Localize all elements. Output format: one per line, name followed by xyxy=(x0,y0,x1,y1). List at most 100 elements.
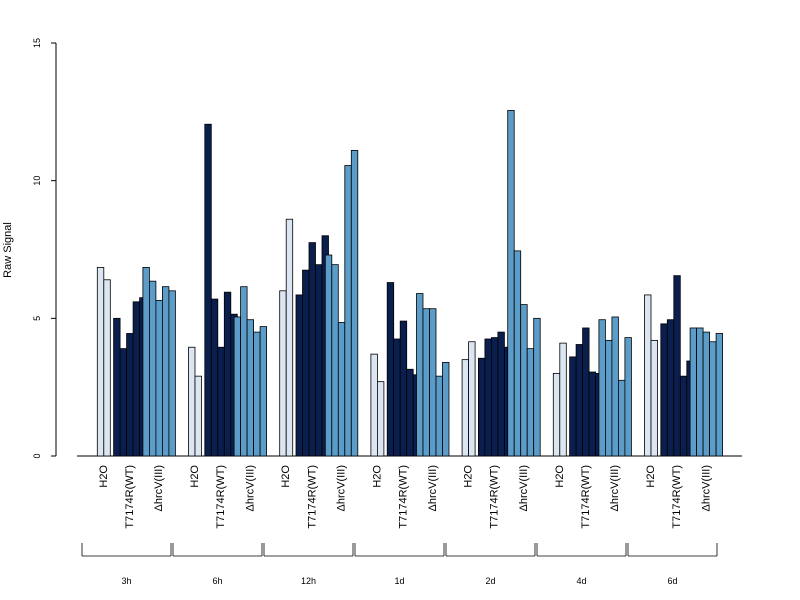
condition-label: ΔhrcV(III) xyxy=(336,465,348,511)
bar-12h-wt-3 xyxy=(308,242,316,457)
bar-12h-hrcv-3 xyxy=(337,322,346,457)
group-label: 6h xyxy=(212,576,222,586)
bar-2d-wt-3 xyxy=(490,337,499,457)
bar-1d-h2o-1 xyxy=(370,353,378,457)
condition-label: ΔhrcV(III) xyxy=(153,465,165,511)
bar-6d-h2o-1 xyxy=(644,294,652,457)
bar-1d-wt-4 xyxy=(406,368,414,457)
condition-label: ΔhrcV(III) xyxy=(244,465,256,511)
bar-4d-wt-2 xyxy=(575,344,583,457)
y-tick-label: 10 xyxy=(32,176,42,186)
condition-label: H2O xyxy=(463,465,475,488)
bar-6h-wt-2 xyxy=(210,298,219,457)
condition-label: ΔhrcV(III) xyxy=(518,465,530,511)
bar-2d-hrcv-4 xyxy=(526,348,535,457)
condition-label: T7174R(WT) xyxy=(215,465,227,529)
condition-label: T7174R(WT) xyxy=(306,465,318,529)
bar-3h-h2o-1 xyxy=(96,266,105,457)
condition-label: T7174R(WT) xyxy=(489,465,501,529)
bar-1d-hrcv-5 xyxy=(442,361,450,457)
bar-6h-h2o-1 xyxy=(188,346,196,457)
bar-12h-hrcv-2 xyxy=(331,264,339,457)
condition-label: H2O xyxy=(554,465,566,488)
bar-6d-h2o-2 xyxy=(650,339,658,457)
condition-label: ΔhrcV(III) xyxy=(609,465,621,511)
bar-12h-h2o-2 xyxy=(285,218,294,457)
bar-2d-hrcv-2 xyxy=(513,250,522,457)
bar-4d-h2o-2 xyxy=(559,342,567,457)
bar-2d-h2o-2 xyxy=(468,341,476,457)
bar-2d-h2o-1 xyxy=(461,359,470,457)
bar-2d-hrcv-5 xyxy=(533,317,541,457)
group-label: 6d xyxy=(667,576,677,586)
bar-6h-hrcv-5 xyxy=(259,326,268,457)
bar-12h-hrcv-1 xyxy=(324,254,333,457)
bars xyxy=(96,110,723,457)
bar-3h-wt-2 xyxy=(119,348,127,457)
bar-6d-wt-4 xyxy=(679,375,688,457)
bar-4d-hrcv-4 xyxy=(618,379,626,457)
bar-3h-hrcv-1 xyxy=(142,266,150,457)
condition-label: H2O xyxy=(280,465,292,488)
condition-label: H2O xyxy=(98,465,110,488)
condition-label: ΔhrcV(III) xyxy=(700,465,712,511)
bar-6d-wt-3 xyxy=(673,275,681,457)
bar-6d-wt-2 xyxy=(666,319,675,457)
bar-4d-wt-3 xyxy=(582,327,590,457)
bar-6h-h2o-2 xyxy=(194,375,202,457)
condition-label: H2O xyxy=(371,465,383,488)
bar-2d-hrcv-3 xyxy=(520,304,528,457)
bar-3h-wt-3 xyxy=(126,333,134,457)
bar-6d-hrcv-3 xyxy=(702,331,710,457)
condition-labels: H2O T7174R(WT) ΔhrcV(III) H2O T7174R(WT) Δhrc… xyxy=(98,465,713,529)
bar-6d-hrcv-2 xyxy=(696,327,704,457)
bar-6h-wt-4 xyxy=(223,291,232,457)
bar-3h-h2o-2 xyxy=(103,279,111,457)
bar-6h-hrcv-1 xyxy=(233,316,242,457)
y-tick-label: 15 xyxy=(32,38,42,48)
y-tick-label: 5 xyxy=(32,316,42,321)
bar-6h-hrcv-4 xyxy=(253,331,261,457)
bar-1d-wt-1 xyxy=(386,282,395,457)
bar-12h-h2o-1 xyxy=(279,290,287,457)
y-axis: 0 5 10 15 xyxy=(32,38,57,459)
bar-2d-wt-1 xyxy=(477,357,486,457)
bar-12h-wt-4 xyxy=(315,264,323,457)
condition-label: ΔhrcV(III) xyxy=(427,465,439,511)
condition-label: H2O xyxy=(645,465,657,488)
bar-4d-hrcv-1 xyxy=(598,319,606,457)
bar-6h-wt-1 xyxy=(204,123,212,457)
bar-6h-hrcv-3 xyxy=(246,319,255,457)
bar-4d-wt-1 xyxy=(569,356,577,457)
bar-4d-hrcv-2 xyxy=(605,339,613,457)
bar-1d-hrcv-3 xyxy=(429,308,437,457)
group-label: 3h xyxy=(121,576,131,586)
bar-1d-h2o-2 xyxy=(376,381,385,457)
group-label: 1d xyxy=(394,576,404,586)
bar-6d-hrcv-4 xyxy=(709,341,717,457)
bar-6h-wt-3 xyxy=(217,346,225,457)
bar-2d-hrcv-1 xyxy=(507,110,515,457)
y-tick-label: 0 xyxy=(32,453,42,458)
bar-4d-h2o-1 xyxy=(552,372,561,457)
y-axis-title: Raw Signal xyxy=(2,222,14,278)
bar-1d-wt-2 xyxy=(393,338,401,457)
group-label: 12h xyxy=(301,576,316,586)
bar-3h-wt-1 xyxy=(113,317,121,457)
group-label: 4d xyxy=(576,576,586,586)
condition-label: T7174R(WT) xyxy=(580,465,592,529)
bar-6d-wt-1 xyxy=(660,323,668,457)
bar-3h-wt-4 xyxy=(132,301,141,457)
bar-4d-wt-4 xyxy=(588,371,596,457)
condition-label: T7174R(WT) xyxy=(671,465,683,529)
bar-12h-wt-2 xyxy=(302,269,310,457)
group-label: 2d xyxy=(485,576,495,586)
bar-12h-hrcv-4 xyxy=(344,165,352,457)
bar-4d-hrcv-3 xyxy=(611,316,619,457)
bar-1d-wt-3 xyxy=(399,320,408,457)
bar-1d-hrcv-2 xyxy=(422,308,430,457)
bar-3h-hrcv-5 xyxy=(168,290,176,457)
bar-12h-hrcv-5 xyxy=(350,149,359,457)
condition-label: T7174R(WT) xyxy=(124,465,136,529)
